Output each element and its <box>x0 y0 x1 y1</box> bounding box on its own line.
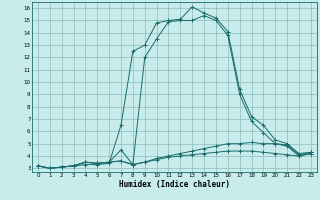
X-axis label: Humidex (Indice chaleur): Humidex (Indice chaleur) <box>119 180 230 189</box>
